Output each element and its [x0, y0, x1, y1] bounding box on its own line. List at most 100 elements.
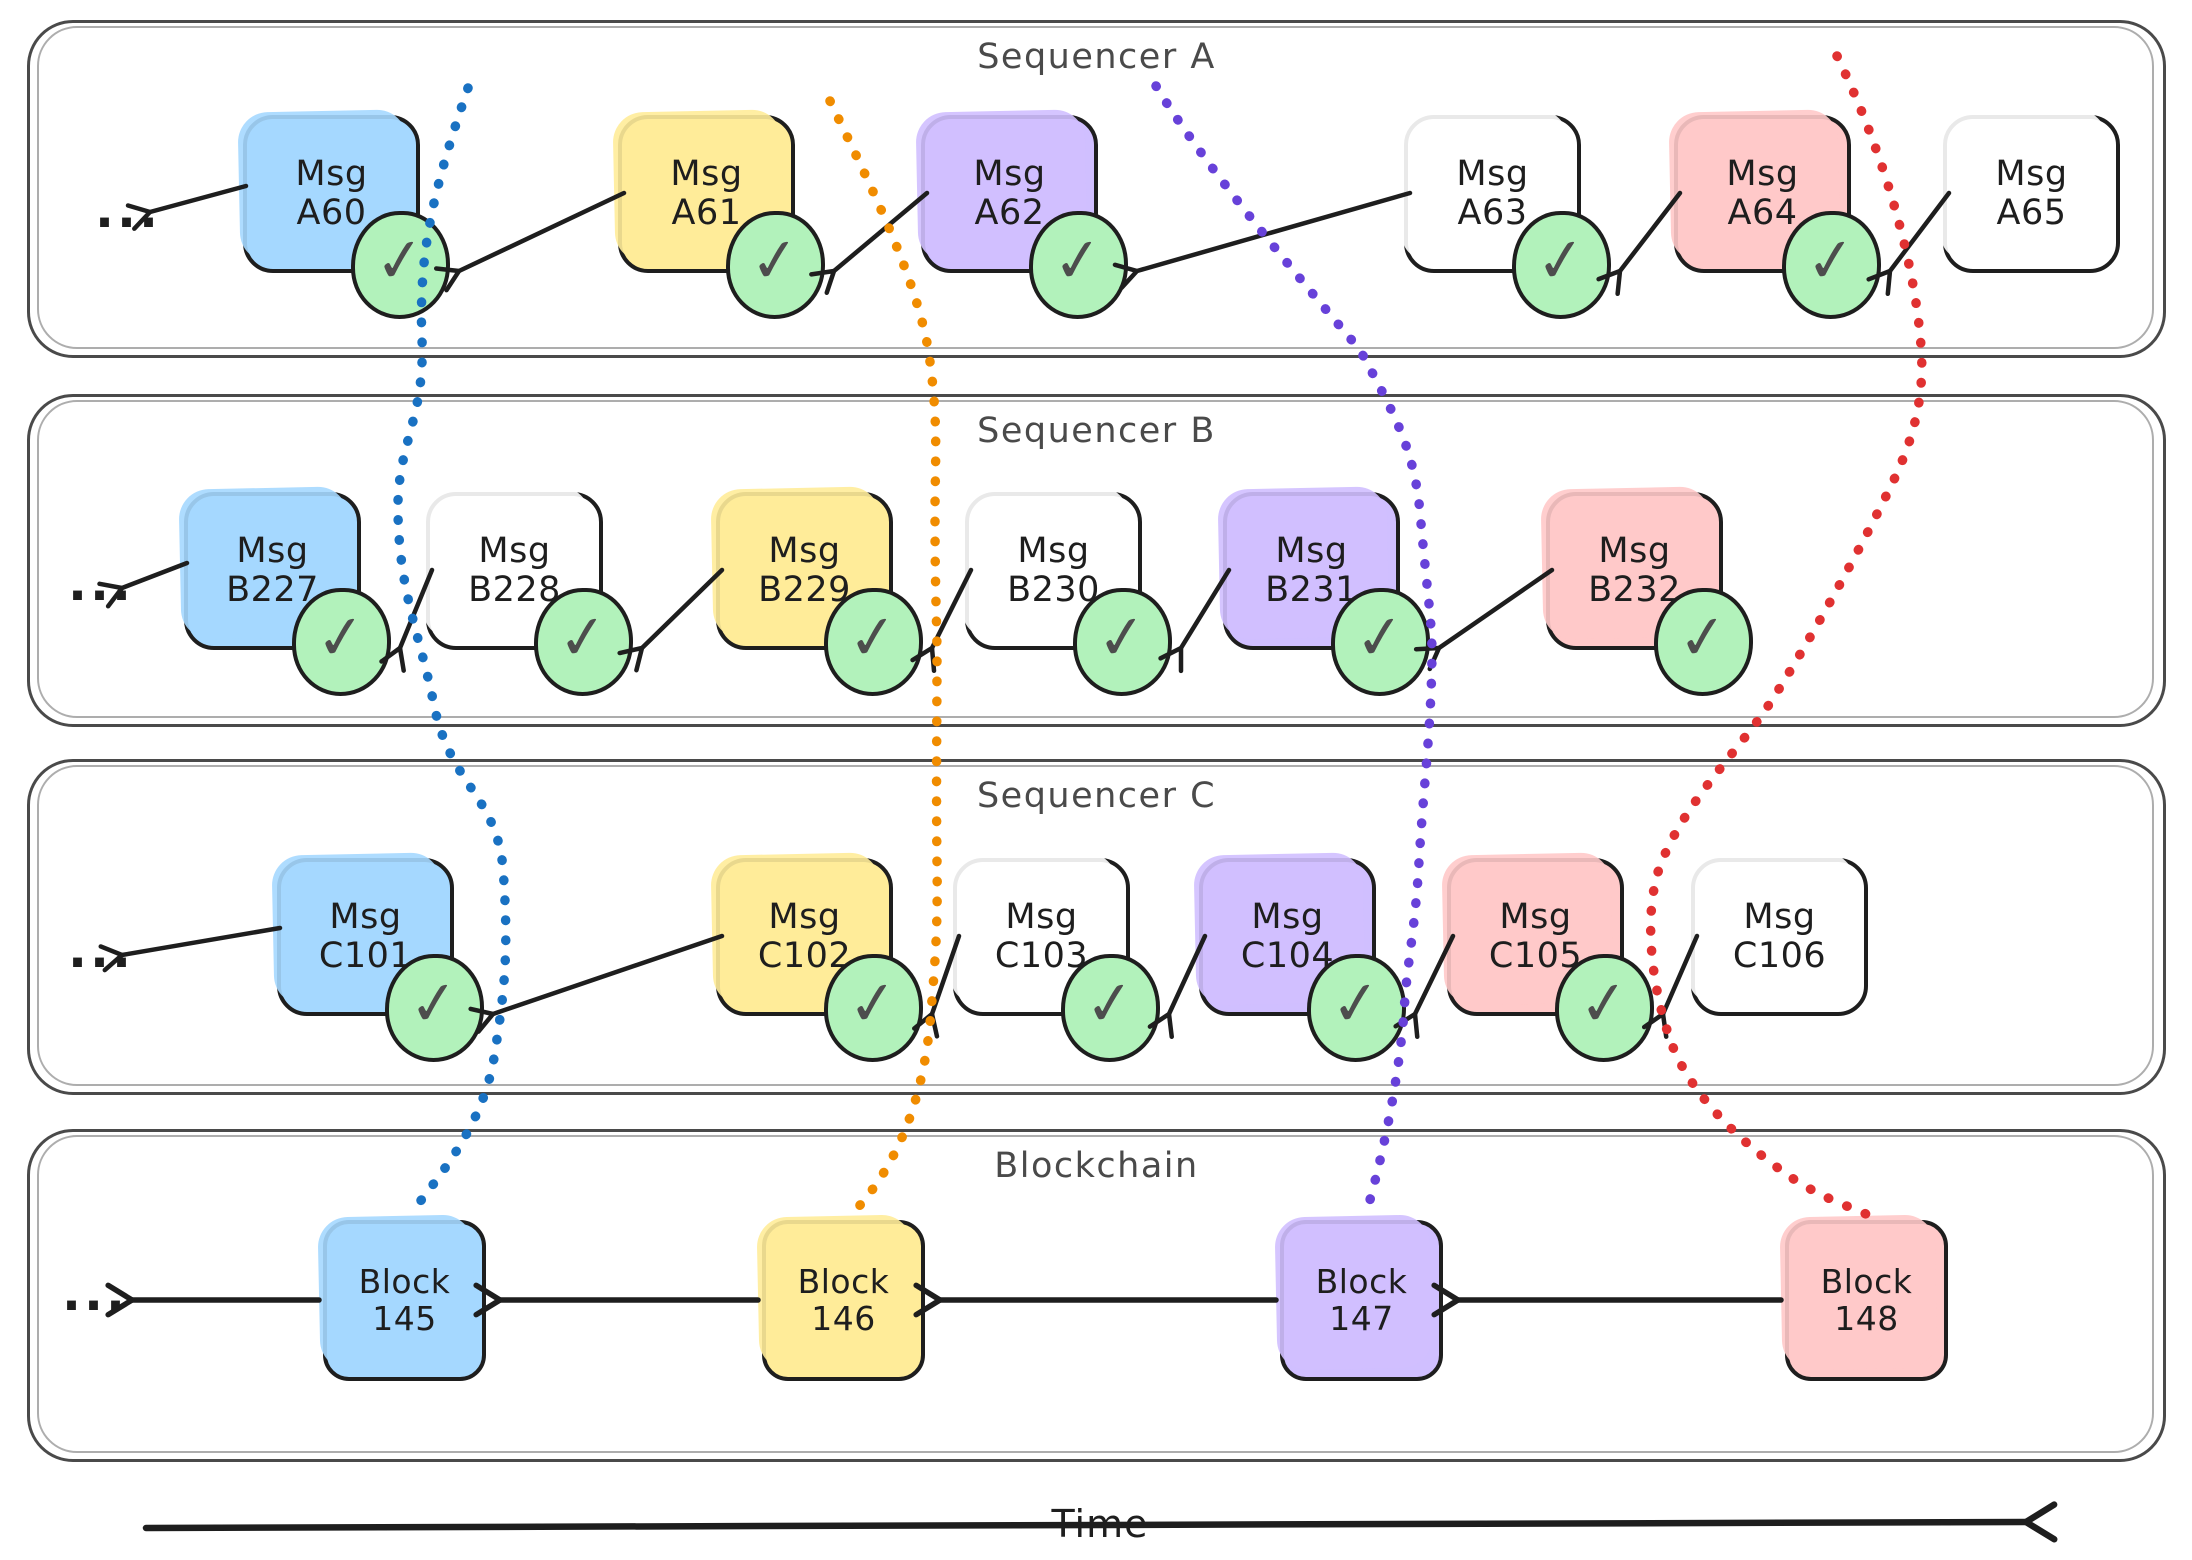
msg-id: B230: [1007, 570, 1100, 610]
msg-kind: Msg: [1743, 896, 1816, 937]
msg-kind: Msg: [478, 530, 551, 571]
check-icon: ✓: [371, 223, 430, 299]
msg-id: C106: [1732, 936, 1827, 976]
msg-card-b232: Msg B232 ✓: [1546, 492, 1753, 696]
check-icon: ✓: [1351, 600, 1410, 676]
sequencer-a-title: Sequencer A: [977, 37, 1216, 77]
msg-id: A65: [1996, 193, 2067, 233]
msg-card-a64: Msg A64 ✓: [1674, 115, 1881, 319]
msg-id: A64: [1727, 193, 1798, 233]
block-kind: Block: [1315, 1261, 1408, 1301]
check-icon: ✓: [1093, 600, 1152, 676]
msg-kind: Msg: [295, 153, 368, 194]
msg-card-b230: Msg B230 ✓: [965, 492, 1172, 696]
msg-kind: Msg: [670, 153, 743, 194]
check-badge: ✓: [1555, 954, 1654, 1062]
blockchain-title: Blockchain: [994, 1146, 1199, 1186]
msg-id: A62: [974, 193, 1045, 233]
check-badge: ✓: [1029, 211, 1128, 319]
check-badge: ✓: [385, 954, 484, 1062]
msg-id: C103: [994, 936, 1089, 976]
block-kind: Block: [797, 1261, 890, 1301]
msg-kind: Msg: [1251, 896, 1324, 937]
msg-card-b227: Msg B227 ✓: [184, 492, 391, 696]
check-badge: ✓: [824, 954, 923, 1062]
check-badge: ✓: [1331, 588, 1430, 696]
block-kind: Block: [358, 1261, 451, 1301]
check-badge: ✓: [292, 588, 391, 696]
msg-id: A60: [296, 193, 367, 233]
msg-kind: Msg: [1456, 153, 1529, 194]
block-kind: Block: [1820, 1261, 1913, 1301]
msg-card-c101: Msg C101 ✓: [277, 858, 484, 1062]
check-icon: ✓: [844, 600, 903, 676]
msg-id: C105: [1488, 936, 1583, 976]
msg-id: A61: [671, 193, 742, 233]
msg-kind: Msg: [768, 896, 841, 937]
msg-kind: Msg: [973, 153, 1046, 194]
check-badge: ✓: [534, 588, 633, 696]
ellipsis-sequencer-a: ...: [95, 181, 161, 239]
check-icon: ✓: [1532, 223, 1591, 299]
check-badge: ✓: [1061, 954, 1160, 1062]
sequencer-c-title: Sequencer C: [976, 776, 1217, 816]
msg-kind: Msg: [768, 530, 841, 571]
check-icon: ✓: [312, 600, 371, 676]
ellipsis-blockchain: ...: [62, 1264, 128, 1322]
msg-card-b228: Msg B228 ✓: [426, 492, 633, 696]
block-card-145: Block 145: [323, 1220, 486, 1381]
sequencer-b-title: Sequencer B: [977, 411, 1216, 451]
block-card-146: Block 146: [762, 1220, 925, 1381]
check-badge: ✓: [726, 211, 825, 319]
msg-kind: Msg: [1275, 530, 1348, 571]
ellipsis-sequencer-c: ...: [68, 921, 134, 979]
check-badge: ✓: [1073, 588, 1172, 696]
check-badge: ✓: [824, 588, 923, 696]
check-badge: ✓: [1654, 588, 1753, 696]
msg-card-c104: Msg C104 ✓: [1199, 858, 1406, 1062]
msg-card-b229: Msg B229 ✓: [716, 492, 923, 696]
check-icon: ✓: [1575, 966, 1634, 1042]
check-icon: ✓: [844, 966, 903, 1042]
msg-id: A63: [1457, 193, 1528, 233]
msg-card-a62: Msg A62 ✓: [921, 115, 1128, 319]
msg-card-a65: Msg A65: [1943, 115, 2120, 273]
msg-kind: Msg: [1005, 896, 1078, 937]
msg-card-c102: Msg C102 ✓: [716, 858, 923, 1062]
block-id: 146: [811, 1298, 876, 1338]
check-icon: ✓: [1327, 966, 1386, 1042]
check-badge: ✓: [1307, 954, 1406, 1062]
msg-card-b231: Msg B231 ✓: [1223, 492, 1430, 696]
check-badge: ✓: [1512, 211, 1611, 319]
msg-kind: Msg: [1499, 896, 1572, 937]
msg-card-c103: Msg C103 ✓: [953, 858, 1160, 1062]
check-icon: ✓: [1802, 223, 1861, 299]
msg-kind: Msg: [1726, 153, 1799, 194]
sequencer-a-panel: Sequencer A: [27, 20, 2166, 358]
check-icon: ✓: [554, 600, 613, 676]
block-card-148: Block 148: [1785, 1220, 1948, 1381]
block-id: 148: [1834, 1298, 1899, 1338]
block-id: 147: [1329, 1298, 1394, 1338]
check-icon: ✓: [1674, 600, 1733, 676]
msg-card-a63: Msg A63 ✓: [1404, 115, 1611, 319]
block-card-147: Block 147: [1280, 1220, 1443, 1381]
msg-card-c106: Msg C106: [1691, 858, 1868, 1016]
msg-kind: Msg: [1598, 530, 1671, 571]
check-icon: ✓: [1049, 223, 1108, 299]
msg-kind: Msg: [1017, 530, 1090, 571]
msg-kind: Msg: [236, 530, 309, 571]
msg-kind: Msg: [1995, 153, 2068, 194]
check-icon: ✓: [405, 966, 464, 1042]
msg-card-c105: Msg C105 ✓: [1447, 858, 1654, 1062]
msg-card-a60: Msg A60 ✓: [243, 115, 450, 319]
ellipsis-sequencer-b: ...: [68, 554, 134, 612]
check-icon: ✓: [746, 223, 805, 299]
msg-kind: Msg: [329, 896, 402, 937]
time-axis-label: Time: [1051, 1502, 1149, 1546]
block-id: 145: [372, 1298, 437, 1338]
msg-id: B227: [226, 570, 319, 610]
check-badge: ✓: [1782, 211, 1881, 319]
check-badge: ✓: [351, 211, 450, 319]
